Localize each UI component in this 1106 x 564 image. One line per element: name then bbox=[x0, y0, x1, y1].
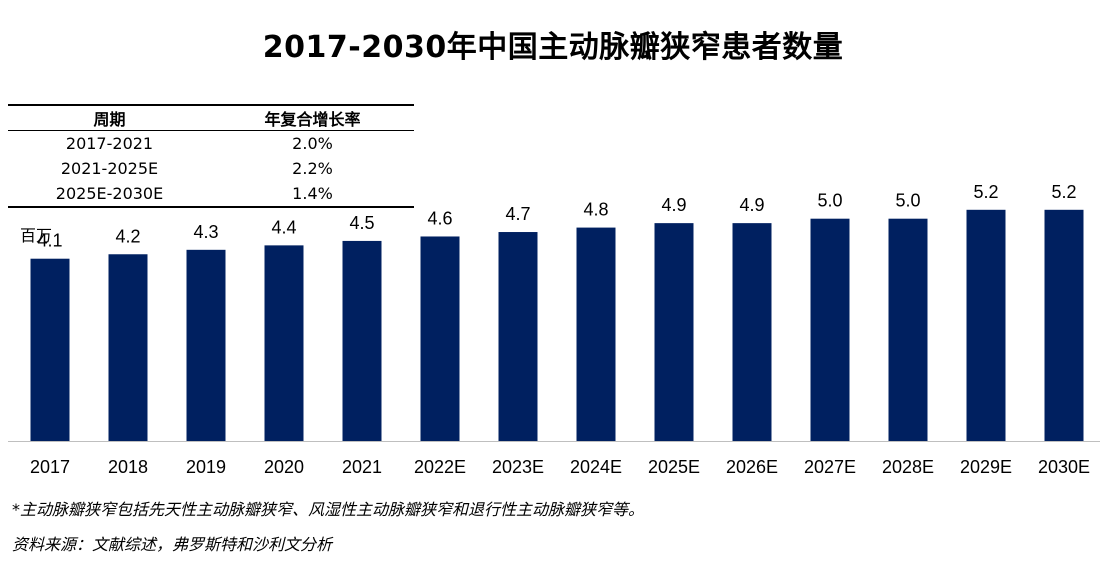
source-note: 资料来源：文献综述，弗罗斯特和沙利文分析 bbox=[12, 535, 333, 554]
data-label-2019: 4.3 bbox=[193, 222, 218, 242]
data-label-2029E: 5.2 bbox=[973, 182, 998, 202]
data-label-2021: 4.5 bbox=[349, 213, 374, 233]
bar-2026E bbox=[732, 223, 772, 441]
x-tick-label-2022E: 2022E bbox=[414, 457, 466, 477]
cagr-row: 2017-2021 2.0% bbox=[8, 131, 414, 156]
bar-2021 bbox=[342, 240, 382, 441]
cagr-rate: 2.0% bbox=[292, 134, 333, 153]
cagr-period: 2025E-2030E bbox=[55, 184, 164, 203]
x-tick-label-2017: 2017 bbox=[30, 457, 70, 477]
x-tick-label-2021: 2021 bbox=[342, 457, 382, 477]
x-tick-label-2027E: 2027E bbox=[804, 457, 856, 477]
cagr-header-rate: 年复合增长率 bbox=[264, 110, 361, 129]
bar-2025E bbox=[654, 223, 694, 441]
bar-2019 bbox=[186, 249, 226, 441]
x-tick-label-2030E: 2030E bbox=[1038, 457, 1090, 477]
cagr-period: 2021-2025E bbox=[60, 159, 159, 178]
data-label-2030E: 5.2 bbox=[1051, 182, 1076, 202]
x-tick-label-2028E: 2028E bbox=[882, 457, 934, 477]
data-label-2018: 4.2 bbox=[115, 226, 140, 246]
cagr-table: 周期 年复合增长率 2017-2021 2.0% 2021-2025E 2.2%… bbox=[8, 104, 414, 208]
unit-label: 百万 bbox=[20, 226, 53, 245]
x-tick-label-2029E: 2029E bbox=[960, 457, 1012, 477]
data-label-2022E: 4.6 bbox=[427, 208, 452, 228]
x-tick-label-2019: 2019 bbox=[186, 457, 226, 477]
chart-title: 2017-2030年中国主动脉瓣狭窄患者数量 bbox=[262, 30, 844, 65]
bar-2028E bbox=[888, 218, 928, 441]
bar-2027E bbox=[810, 218, 850, 441]
bar-2029E bbox=[966, 209, 1006, 441]
data-label-2026E: 4.9 bbox=[739, 195, 764, 215]
data-label-2024E: 4.8 bbox=[583, 200, 608, 220]
data-label-2027E: 5.0 bbox=[817, 191, 842, 211]
cagr-row: 2021-2025E 2.2% bbox=[8, 156, 414, 181]
bar-2022E bbox=[420, 236, 460, 441]
cagr-row: 2025E-2030E 1.4% bbox=[8, 181, 414, 206]
bar-2017 bbox=[30, 258, 70, 441]
data-label-2017: 4.1 bbox=[37, 231, 62, 251]
x-tick-label-2018: 2018 bbox=[108, 457, 148, 477]
bar-2024E bbox=[576, 227, 616, 441]
cagr-header-row: 周期 年复合增长率 bbox=[8, 106, 414, 131]
cagr-rate: 1.4% bbox=[292, 184, 333, 203]
data-label-2023E: 4.7 bbox=[505, 204, 530, 224]
bar-2023E bbox=[498, 232, 538, 441]
data-label-2025E: 4.9 bbox=[661, 195, 686, 215]
bar-2020 bbox=[264, 245, 304, 441]
x-tick-label-2025E: 2025E bbox=[648, 457, 700, 477]
x-tick-label-2026E: 2026E bbox=[726, 457, 778, 477]
data-label-2028E: 5.0 bbox=[895, 191, 920, 211]
data-label-2020: 4.4 bbox=[271, 217, 296, 237]
footnote: *主动脉瓣狭窄包括先天性主动脉瓣狭窄、风湿性主动脉瓣狭窄和退行性主动脉瓣狭窄等。 bbox=[12, 500, 645, 519]
x-tick-label-2024E: 2024E bbox=[570, 457, 622, 477]
bar-2018 bbox=[108, 254, 148, 441]
cagr-rate: 2.2% bbox=[292, 159, 333, 178]
x-tick-label-2020: 2020 bbox=[264, 457, 304, 477]
bar-2030E bbox=[1044, 209, 1084, 441]
cagr-header-period: 周期 bbox=[93, 110, 126, 129]
cagr-period: 2017-2021 bbox=[65, 134, 154, 153]
x-tick-label-2023E: 2023E bbox=[492, 457, 544, 477]
